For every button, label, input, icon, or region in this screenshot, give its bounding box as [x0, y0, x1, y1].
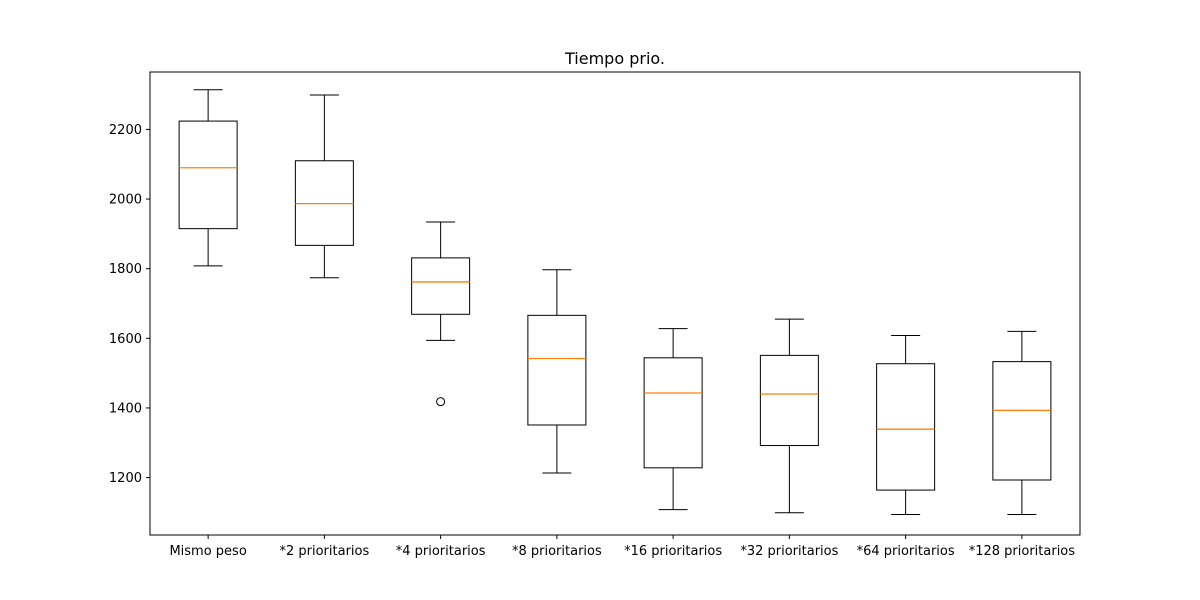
box-iqr — [178, 120, 238, 230]
box-iqr — [759, 354, 819, 447]
chart-title: Tiempo prio. — [564, 49, 665, 68]
box-iqr — [527, 314, 587, 426]
y-tick-label: 2000 — [109, 193, 142, 208]
x-tick-label: *64 prioritarios — [857, 544, 955, 559]
box-iqr — [411, 257, 471, 315]
box-iqr — [992, 361, 1052, 481]
plot-frame — [149, 71, 1081, 536]
y-tick-label: 1800 — [109, 262, 142, 277]
x-tick-label: *128 prioritarios — [969, 544, 1076, 559]
y-tick-label: 2200 — [109, 123, 142, 138]
x-tick-label: *32 prioritarios — [740, 544, 838, 559]
box-iqr — [876, 363, 936, 491]
box-iqr — [643, 357, 703, 469]
y-tick-label: 1600 — [109, 332, 142, 347]
x-tick-label: *4 prioritarios — [396, 544, 486, 559]
y-tick-label: 1200 — [109, 471, 142, 486]
x-tick-label: *16 prioritarios — [624, 544, 722, 559]
x-tick-label: *2 prioritarios — [279, 544, 369, 559]
x-tick-label: Mismo peso — [169, 544, 246, 559]
plot-area: 1200 1400 1600 1800 2000 2200 Mismo peso *2 pri… — [109, 89, 1076, 559]
outlier-point — [436, 397, 446, 407]
x-tick-label: *8 prioritarios — [512, 544, 602, 559]
y-tick-label: 1400 — [109, 401, 142, 416]
